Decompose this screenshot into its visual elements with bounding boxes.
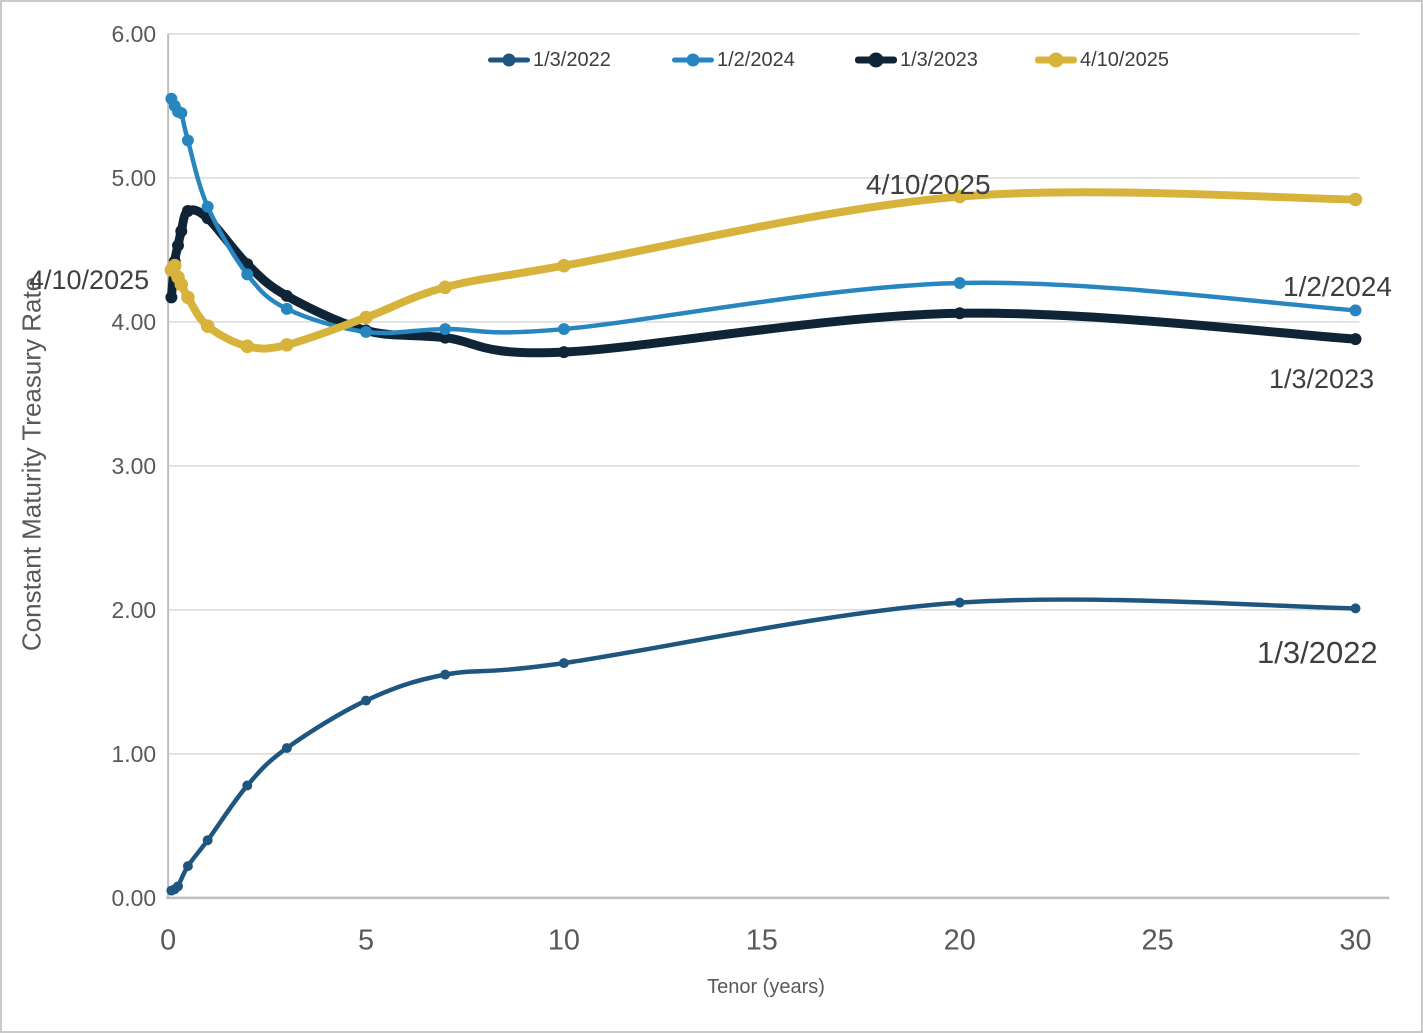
legend-line-marker-icon [1035,52,1077,68]
annotation-1-2-2024: 1/2/2024 [1283,271,1392,302]
series-line-1/2/2024 [169,96,1358,336]
legend-line-marker-icon [855,52,897,68]
data-point-1/2/2024 [439,323,452,336]
data-point-1/2/2024 [241,268,254,281]
legend-label: 1/3/2022 [533,48,611,71]
data-point-1/2/2024 [175,107,188,120]
data-point-1/3/2022 [173,881,183,892]
x-tick-label: 5 [358,924,374,956]
data-point-1/3/2022 [361,695,371,706]
y-tick-label: 3.00 [112,453,157,479]
legend-item-1-3-2022: 1/3/2022 [488,47,611,73]
data-point-4/10/2025 [181,290,195,305]
data-point-4/10/2025 [557,258,571,273]
data-point-1/3/2023 [1349,333,1362,346]
legend-line-marker-icon [672,53,714,68]
annotation-4-10-2025-left: 4/10/2025 [29,265,150,295]
data-point-1/3/2022 [558,658,569,669]
data-point-1/2/2024 [557,323,570,336]
data-point-1/3/2023 [165,291,178,304]
x-tick-label: 25 [1142,924,1174,956]
data-point-1/3/2022 [954,597,965,608]
legend-item-4-10-2025: 4/10/2025 [1035,47,1169,73]
data-point-1/3/2023 [557,346,570,359]
data-point-1/3/2023 [439,331,452,344]
x-tick-label: 20 [944,924,976,956]
data-point-1/3/2023 [175,225,188,238]
annotation-1-3-2023: 1/3/2023 [1269,364,1375,394]
data-point-4/10/2025 [1348,192,1363,207]
data-point-1/2/2024 [201,200,214,213]
legend-label: 4/10/2025 [1080,48,1169,71]
data-point-1/2/2024 [181,134,194,147]
series-line-1/3/2023 [166,205,1360,358]
data-point-4/10/2025 [167,258,182,273]
data-point-1/2/2024 [280,302,293,315]
y-tick-label: 4.00 [112,309,157,335]
x-tick-label: 0 [160,924,176,956]
data-point-1/3/2023 [953,307,966,320]
x-tick-label: 30 [1339,924,1371,956]
data-point-1/3/2022 [281,743,292,754]
legend-item-1-2-2024: 1/2/2024 [672,47,795,73]
annotation-1-3-2022: 1/3/2022 [1257,635,1378,670]
x-axis-title: Tenor (years) [707,976,825,998]
x-tick-label: 10 [548,924,580,956]
y-tick-label: 5.00 [112,165,157,191]
data-point-1/3/2022 [1350,603,1361,614]
data-point-1/3/2022 [242,780,253,791]
y-axis-title: Constant Maturity Treasury Rate [16,276,47,652]
data-point-4/10/2025 [174,277,189,292]
data-point-4/10/2025 [359,310,373,325]
y-tick-label: 0.00 [112,885,157,911]
data-point-1/3/2022 [202,835,213,846]
data-point-1/3/2023 [181,205,194,217]
legend-label: 1/3/2023 [900,48,978,71]
data-point-1/2/2024 [953,277,966,289]
y-tick-label: 6.00 [112,21,157,47]
data-point-1/2/2024 [360,325,372,338]
annotation-4-10-2025-curve: 4/10/2025 [866,169,991,200]
legend-item-1-3-2023: 1/3/2023 [855,47,978,73]
data-point-4/10/2025 [200,319,215,333]
data-point-1/3/2023 [172,239,184,252]
series-line-1/3/2022 [169,597,1358,893]
data-point-4/10/2025 [280,338,294,352]
data-point-1/3/2022 [440,669,451,680]
data-point-1/3/2022 [182,861,193,872]
x-tick-label: 15 [746,924,778,956]
data-point-4/10/2025 [438,280,452,295]
data-point-1/3/2023 [280,289,293,302]
y-tick-label: 1.00 [112,741,157,767]
legend-label: 1/2/2024 [717,48,795,71]
legend-line-marker-icon [488,53,530,68]
data-point-1/2/2024 [1349,304,1362,317]
y-tick-label: 2.00 [112,597,157,623]
data-point-4/10/2025 [952,189,967,204]
data-point-4/10/2025 [240,339,255,354]
